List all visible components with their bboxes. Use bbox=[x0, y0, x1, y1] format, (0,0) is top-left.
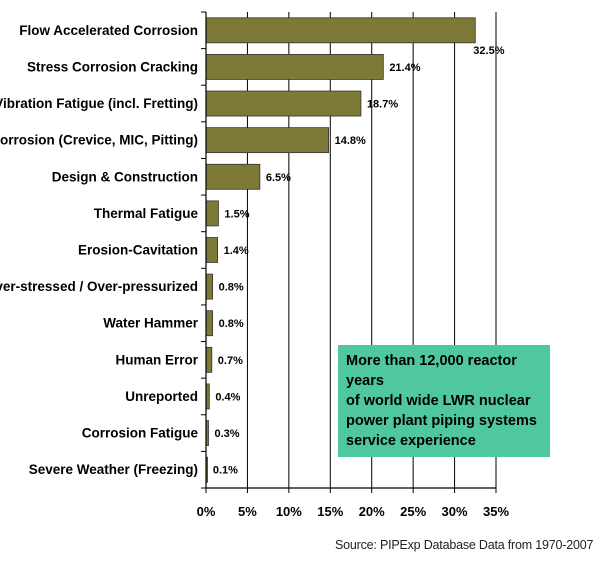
value-label: 21.4% bbox=[389, 62, 420, 74]
x-tick-label: 25% bbox=[400, 504, 426, 519]
value-label: 0.4% bbox=[215, 391, 240, 403]
category-label: Flow Accelerated Corrosion bbox=[19, 23, 198, 38]
category-label: Water Hammer bbox=[103, 316, 199, 331]
category-label: Vibration Fatigue (incl. Fretting) bbox=[0, 96, 198, 111]
value-label: 6.5% bbox=[266, 172, 291, 184]
annotation-box: More than 12,000 reactor years of world … bbox=[338, 345, 550, 457]
category-label: Over-stressed / Over-pressurized bbox=[0, 279, 198, 294]
axes bbox=[201, 11, 497, 493]
bar bbox=[205, 17, 476, 44]
value-label: 32.5% bbox=[473, 45, 504, 57]
annotation-line: power plant piping systems bbox=[346, 413, 537, 429]
bar bbox=[205, 54, 384, 80]
value-label: 1.5% bbox=[224, 208, 249, 220]
x-tick-labels: 0% 5% 10% 15% 20% 25% 30% 35% bbox=[197, 504, 510, 519]
value-label: 0.8% bbox=[219, 318, 244, 330]
category-label: Corrosion (Crevice, MIC, Pitting) bbox=[0, 133, 198, 148]
x-tick-label: 15% bbox=[317, 504, 343, 519]
value-label: 1.4% bbox=[224, 245, 249, 257]
category-label: Severe Weather (Freezing) bbox=[29, 462, 198, 477]
bar bbox=[205, 163, 261, 190]
bar bbox=[205, 127, 330, 154]
bar bbox=[205, 200, 219, 227]
value-label: 0.7% bbox=[218, 355, 243, 367]
category-label: Human Error bbox=[115, 352, 198, 367]
annotation-line: service experience bbox=[346, 433, 476, 449]
category-label: Stress Corrosion Cracking bbox=[27, 59, 198, 74]
category-label: Design & Construction bbox=[52, 169, 198, 184]
value-labels: 32.5% 21.4% 18.7% 14.8% 6.5% 1.5% 1.4% 0.8% 0.8%… bbox=[213, 45, 505, 477]
annotation-line: More than 12,000 reactor years bbox=[346, 353, 517, 389]
category-labels: Flow Accelerated Corrosion Stress Corrosi… bbox=[0, 23, 199, 477]
category-label: Corrosion Fatigue bbox=[82, 426, 199, 441]
value-label: 0.1% bbox=[213, 465, 238, 477]
x-tick-label: 35% bbox=[483, 504, 509, 519]
x-tick-label: 5% bbox=[238, 504, 257, 519]
bar bbox=[205, 346, 213, 373]
category-label: Erosion-Cavitation bbox=[78, 243, 198, 258]
value-label: 18.7% bbox=[367, 99, 398, 111]
value-label: 0.8% bbox=[219, 282, 244, 294]
category-label: Thermal Fatigue bbox=[94, 206, 199, 221]
bars bbox=[205, 17, 476, 483]
value-label: 0.3% bbox=[214, 428, 239, 440]
bar bbox=[205, 273, 214, 300]
x-tick-label: 30% bbox=[442, 504, 468, 519]
category-label: Unreported bbox=[125, 389, 198, 404]
bar bbox=[205, 310, 214, 337]
x-tick-label: 20% bbox=[359, 504, 385, 519]
value-label: 14.8% bbox=[335, 135, 366, 147]
annotation-line: of world wide LWR nuclear bbox=[346, 393, 531, 409]
x-tick-label: 10% bbox=[276, 504, 302, 519]
source-note: Source: PIPExp Database Data from 1970-2… bbox=[335, 538, 594, 552]
bar bbox=[205, 90, 362, 117]
x-tick-label: 0% bbox=[197, 504, 216, 519]
bar bbox=[205, 237, 218, 263]
